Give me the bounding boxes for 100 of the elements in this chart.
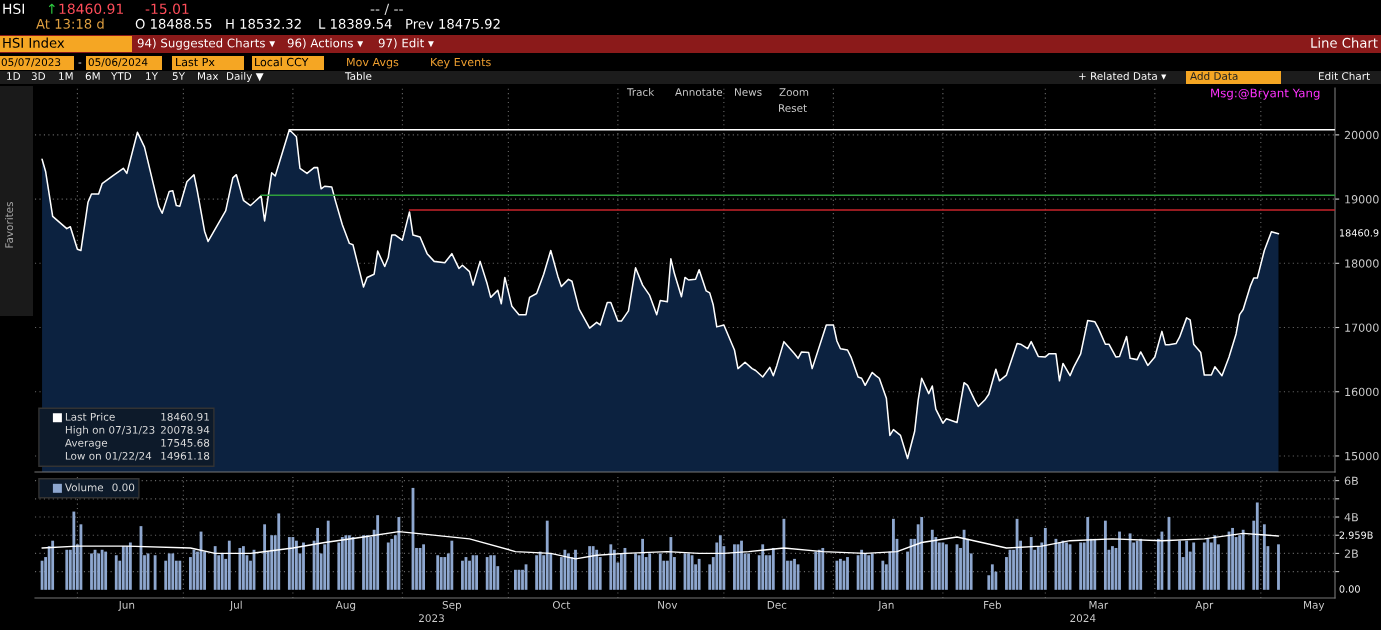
text: Add Data bbox=[1190, 71, 1238, 81]
text: Edit Chart bbox=[1319, 71, 1370, 81]
bar bbox=[340, 537, 344, 590]
bar bbox=[941, 542, 945, 590]
bar bbox=[1202, 542, 1206, 590]
bar bbox=[397, 517, 401, 590]
text: + Related Data ▾ bbox=[1079, 71, 1167, 81]
bar bbox=[817, 549, 821, 590]
text: H 18532.32 bbox=[226, 18, 301, 29]
text: Key Events bbox=[431, 57, 491, 69]
bar bbox=[386, 542, 390, 590]
text: 05/07/2023 bbox=[1, 58, 61, 67]
text: HSI Index bbox=[3, 37, 65, 48]
text: 2023 bbox=[419, 614, 444, 623]
x-tick-label: Oct bbox=[552, 600, 571, 609]
bar bbox=[128, 542, 132, 590]
bar bbox=[461, 560, 464, 590]
bar bbox=[930, 529, 934, 590]
annotation: 0.00 bbox=[112, 483, 135, 492]
bar bbox=[270, 535, 274, 590]
bar bbox=[835, 560, 839, 590]
bar bbox=[867, 555, 871, 590]
bar bbox=[718, 535, 722, 590]
text: 18460.9 bbox=[1339, 229, 1379, 237]
bar bbox=[1086, 517, 1090, 590]
bar bbox=[263, 524, 267, 590]
text: 5Y bbox=[172, 72, 186, 81]
bar bbox=[609, 544, 613, 590]
annotation: News bbox=[735, 88, 762, 97]
annotation: Reset bbox=[779, 104, 807, 113]
bar bbox=[771, 547, 775, 590]
x-tick-label: Jun bbox=[118, 601, 135, 611]
text: YTD bbox=[110, 72, 132, 80]
x-tick-label: Sep bbox=[442, 600, 462, 611]
bar bbox=[90, 553, 93, 590]
bar bbox=[870, 553, 874, 590]
bar bbox=[1241, 529, 1245, 590]
x-tick-label: Jul bbox=[229, 600, 242, 611]
bar bbox=[881, 560, 885, 590]
bar bbox=[821, 547, 825, 590]
x-tick-label: Feb bbox=[984, 600, 1001, 609]
bar bbox=[1139, 538, 1143, 590]
x-tick-label: Mar bbox=[1089, 601, 1109, 609]
bar bbox=[238, 547, 242, 590]
annotation: 17545.68 bbox=[161, 438, 210, 447]
bar bbox=[514, 569, 517, 590]
bar bbox=[439, 557, 443, 590]
bar bbox=[1178, 540, 1181, 590]
bar bbox=[634, 553, 637, 590]
text: -15.01 bbox=[145, 3, 189, 15]
text: 1D bbox=[7, 72, 21, 80]
y-tick-label: 6B bbox=[1344, 476, 1358, 486]
bar bbox=[641, 538, 645, 590]
bar bbox=[990, 564, 994, 590]
annotation: Zoom bbox=[779, 88, 809, 97]
bar bbox=[574, 549, 577, 590]
bar bbox=[920, 517, 924, 590]
bar bbox=[658, 553, 662, 590]
bar bbox=[287, 537, 291, 590]
text: At 13:18 d bbox=[36, 18, 104, 29]
x-tick-label: Nov bbox=[658, 601, 678, 609]
bar bbox=[687, 553, 690, 590]
bar bbox=[1103, 520, 1107, 590]
bar bbox=[1135, 540, 1139, 590]
bar bbox=[436, 555, 440, 590]
bar bbox=[595, 549, 599, 590]
text: 3D bbox=[31, 72, 46, 81]
bar bbox=[697, 558, 701, 590]
bar bbox=[443, 557, 447, 590]
legend-label: Last Price bbox=[65, 412, 115, 421]
annotation: High on 07/31/23 bbox=[65, 425, 155, 436]
annotation: Track bbox=[626, 87, 655, 97]
y-tick-label: 2B bbox=[1344, 549, 1358, 558]
text: Last Px bbox=[176, 57, 215, 67]
bar bbox=[100, 549, 104, 590]
bar bbox=[72, 511, 76, 590]
bar bbox=[567, 553, 570, 590]
text: HSI bbox=[3, 3, 24, 15]
bar bbox=[51, 540, 55, 590]
text: Favorites bbox=[5, 201, 14, 248]
bar bbox=[1043, 527, 1047, 590]
bar bbox=[362, 535, 365, 590]
bar bbox=[277, 513, 281, 590]
annotation: Average bbox=[64, 439, 108, 449]
bar bbox=[291, 537, 295, 590]
bar bbox=[761, 544, 765, 590]
x-tick-label: Apr bbox=[1195, 601, 1214, 611]
y-tick-label: 19000 bbox=[1345, 195, 1379, 204]
bar bbox=[121, 546, 125, 590]
bar bbox=[492, 555, 496, 590]
text: 6M bbox=[85, 72, 100, 81]
bar bbox=[945, 544, 948, 590]
text: Mov Avgs bbox=[347, 57, 399, 69]
y-tick-label: 18000 bbox=[1345, 259, 1379, 268]
y-tick-label: 16000 bbox=[1345, 387, 1379, 397]
y-tick-label: 20000 bbox=[1344, 130, 1379, 140]
bar bbox=[295, 540, 298, 590]
annotation: Annotate bbox=[675, 88, 723, 97]
x-tick-label: May bbox=[1304, 601, 1325, 611]
bar bbox=[1065, 542, 1068, 590]
